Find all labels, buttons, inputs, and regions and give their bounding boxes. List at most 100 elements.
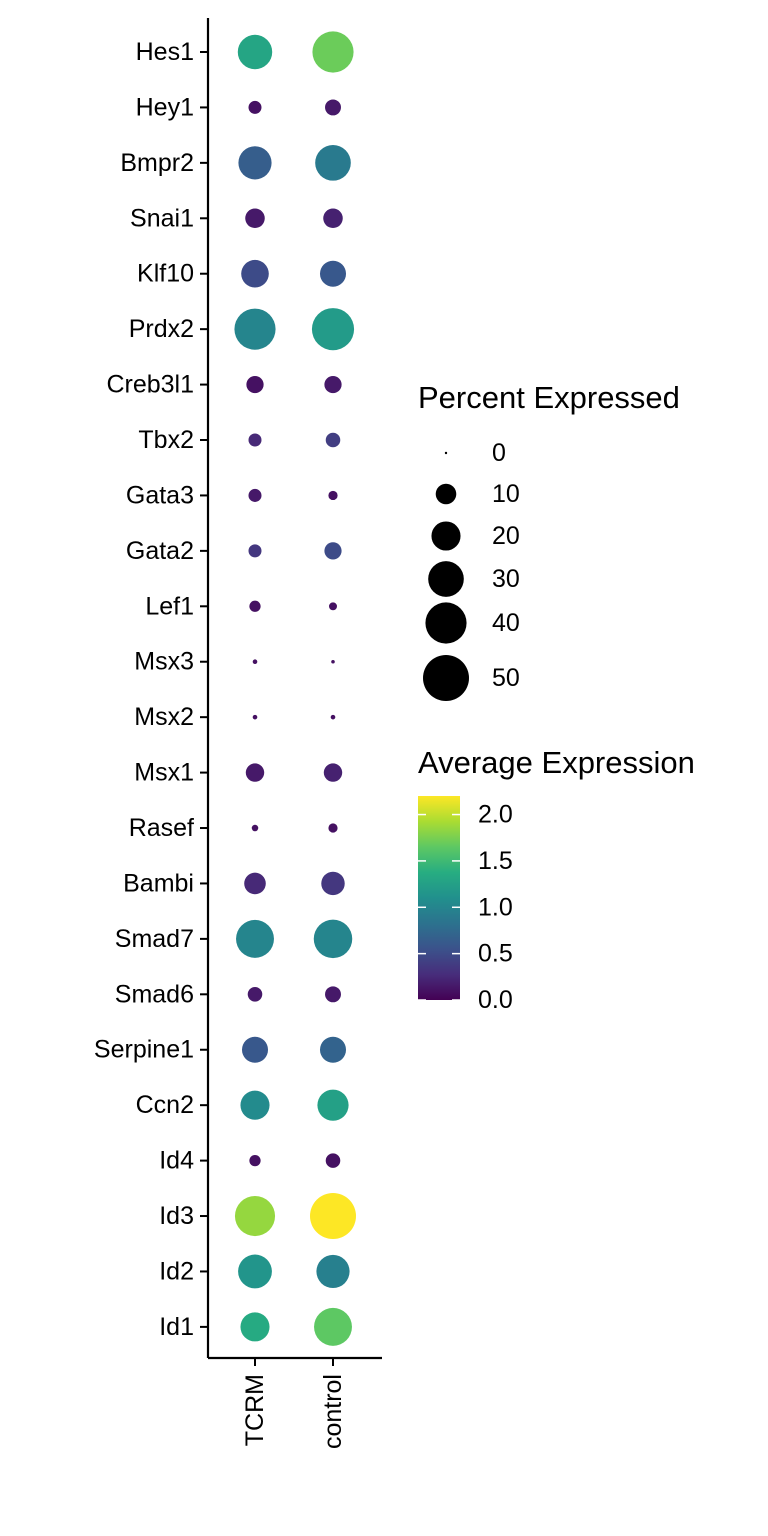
size-legend-label-30: 30: [492, 565, 520, 593]
dot-ccn2-control: [317, 1089, 349, 1121]
dot-gata3-control: [328, 490, 338, 501]
dot-msx2-tcrm: [252, 714, 258, 720]
dot-smad7-tcrm: [236, 919, 274, 958]
y-tick-label-smad6: Smad6: [115, 980, 194, 1008]
size-legend: Percent Expressed 0 10 20 30 40 50: [418, 380, 680, 701]
dot-prdx2-control: [311, 308, 355, 351]
dot-serpine1-control: [319, 1036, 347, 1063]
size-legend-dot-0: [444, 451, 448, 455]
dot-rasef-tcrm: [251, 824, 259, 832]
dot-tbx2-control: [325, 432, 341, 448]
y-tick-label-gata2: Gata2: [126, 537, 194, 565]
dot-id4-control: [325, 1153, 341, 1168]
y-tick-label-gata3: Gata3: [126, 481, 194, 509]
dot-creb3l1-tcrm: [246, 375, 264, 394]
y-tick-label-tbx2: Tbx2: [138, 426, 194, 454]
y-tick-label-msx2: Msx2: [134, 703, 194, 731]
y-tick-label-smad7: Smad7: [115, 925, 194, 953]
dot-bambi-tcrm: [244, 872, 266, 895]
dot-bambi-control: [321, 871, 345, 896]
dot-rasef-control: [328, 823, 338, 833]
dot-gata2-tcrm: [248, 544, 262, 558]
size-legend-items: 0 10 20 30 40 50: [423, 439, 520, 701]
color-legend: Average Expression 0.0 0.5 1.0 1.5 2.0: [418, 745, 695, 1014]
dot-snai1-control: [323, 208, 343, 229]
colorbar: [418, 796, 460, 1000]
dot-serpine1-tcrm: [241, 1036, 269, 1063]
dot-gata2-control: [324, 542, 342, 560]
y-tick-label-id4: Id4: [159, 1147, 194, 1175]
y-tick-label-lef1: Lef1: [145, 592, 194, 620]
dot-msx2-control: [330, 714, 336, 720]
dot-prdx2-tcrm: [234, 308, 276, 350]
colorbar-ticks: 0.0 0.5 1.0 1.5 2.0: [418, 801, 513, 1014]
dot-ccn2-tcrm: [240, 1090, 270, 1120]
y-tick-label-bmpr2: Bmpr2: [120, 149, 194, 177]
y-tick-label-ccn2: Ccn2: [136, 1091, 194, 1119]
colorbar-label-1-5: 1.5: [478, 847, 513, 875]
y-tick-label-serpine1: Serpine1: [94, 1036, 194, 1064]
dot-bmpr2-tcrm: [238, 146, 272, 180]
y-tick-label-msx1: Msx1: [134, 759, 194, 787]
y-tick-label-rasef: Rasef: [129, 814, 194, 842]
size-legend-dot-50: [423, 655, 469, 701]
dot-klf10-control: [319, 260, 347, 287]
y-tick-label-id1: Id1: [159, 1313, 194, 1341]
y-tick-label-id2: Id2: [159, 1257, 194, 1285]
dot-lef1-control: [329, 602, 337, 611]
dot-gata3-tcrm: [248, 488, 262, 502]
size-legend-title: Percent Expressed: [418, 380, 680, 415]
size-legend-dot-40: [425, 602, 467, 644]
y-tick-label-bambi: Bambi: [123, 869, 194, 897]
size-legend-label-50: 50: [492, 664, 520, 692]
size-legend-label-40: 40: [492, 609, 520, 637]
dot-klf10-tcrm: [241, 259, 269, 288]
dot-smad6-tcrm: [247, 987, 263, 1002]
dot-msx1-tcrm: [245, 763, 265, 782]
dot-hes1-tcrm: [237, 34, 273, 70]
y-tick-label-prdx2: Prdx2: [129, 315, 194, 343]
colorbar-label-1-0: 1.0: [478, 893, 513, 921]
y-tick-label-snai1: Snai1: [130, 204, 194, 232]
y-tick-label-msx3: Msx3: [134, 648, 194, 676]
y-tick-label-klf10: Klf10: [137, 260, 194, 288]
y-tick-label-creb3l1: Creb3l1: [106, 371, 194, 399]
y-tick-label-hes1: Hes1: [136, 38, 194, 66]
dot-id3-tcrm: [234, 1195, 276, 1237]
size-legend-label-10: 10: [492, 480, 520, 508]
dot-hey1-control: [325, 99, 341, 116]
dot-bmpr2-control: [315, 145, 351, 181]
dot-id1-tcrm: [240, 1312, 270, 1342]
dot-snai1-tcrm: [245, 208, 265, 229]
size-legend-label-0: 0: [492, 439, 506, 467]
dot-hes1-control: [312, 31, 354, 73]
dot-tbx2-tcrm: [248, 433, 262, 447]
dot-smad7-control: [313, 919, 353, 959]
dot-id4-tcrm: [249, 1154, 261, 1167]
y-axis: Hes1 Hey1 Bmpr2 Snai1 Klf10 Prdx2 Creb3l1 Tbx2 G…: [94, 38, 208, 1341]
dot-id1-control: [314, 1307, 352, 1346]
size-legend-dot-30: [428, 561, 464, 597]
dot-id3-control: [310, 1193, 356, 1240]
colorbar-label-0-5: 0.5: [478, 940, 513, 968]
color-legend-title: Average Expression: [418, 745, 695, 780]
colorbar-label-0-0: 0.0: [478, 986, 513, 1014]
colorbar-label-2-0: 2.0: [478, 801, 513, 829]
dot-smad6-control: [325, 986, 341, 1003]
x-tick-label-tcrm: TCRM: [241, 1374, 269, 1446]
x-tick-label-control: control: [319, 1374, 347, 1449]
dot-creb3l1-control: [324, 375, 342, 394]
dot-lef1-tcrm: [249, 600, 261, 612]
dot-id2-control: [316, 1254, 350, 1289]
size-legend-dot-10: [435, 483, 457, 505]
dot-msx3-control: [331, 659, 335, 664]
dot-msx3-tcrm: [252, 659, 258, 665]
x-axis: TCRM control: [241, 1358, 347, 1449]
dot-msx1-control: [323, 763, 343, 782]
plot-area: Hes1 Hey1 Bmpr2 Snai1 Klf10 Prdx2 Creb3l1 Tbx2 G…: [94, 18, 382, 1449]
size-legend-dot-20: [431, 521, 461, 551]
size-legend-label-20: 20: [492, 522, 520, 550]
dot-hey1-tcrm: [248, 100, 262, 114]
y-tick-label-hey1: Hey1: [136, 93, 194, 121]
